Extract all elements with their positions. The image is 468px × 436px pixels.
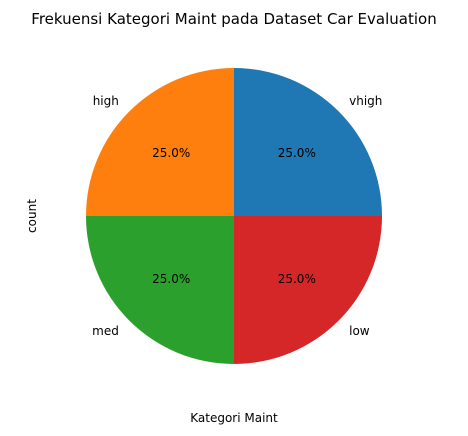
category-label-med: med (92, 324, 119, 338)
pie-slice-vhigh (234, 68, 382, 216)
category-label-high: high (93, 94, 119, 108)
pie-slice-low (234, 216, 382, 364)
chart-title: Frekuensi Kategori Maint pada Dataset Ca… (31, 10, 436, 28)
pie-slice-high (86, 68, 234, 216)
category-label-vhigh: vhigh (349, 94, 382, 108)
category-label-low: low (349, 324, 370, 338)
pie-labels: vhigh 25.0% high 25.0% med 25.0% low 25.0% (92, 94, 382, 338)
pie-slice-med (86, 216, 234, 364)
percent-label-med: 25.0% (152, 272, 190, 286)
percent-label-high: 25.0% (152, 146, 190, 160)
x-axis-label: Kategori Maint (190, 411, 278, 425)
y-axis-label: count (25, 199, 39, 233)
percent-label-low: 25.0% (278, 272, 316, 286)
pie-slices (86, 68, 382, 364)
percent-label-vhigh: 25.0% (278, 146, 316, 160)
